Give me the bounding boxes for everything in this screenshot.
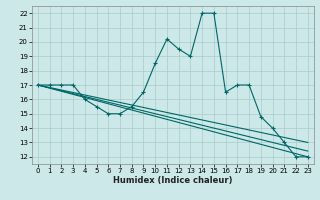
X-axis label: Humidex (Indice chaleur): Humidex (Indice chaleur) [113, 176, 233, 185]
